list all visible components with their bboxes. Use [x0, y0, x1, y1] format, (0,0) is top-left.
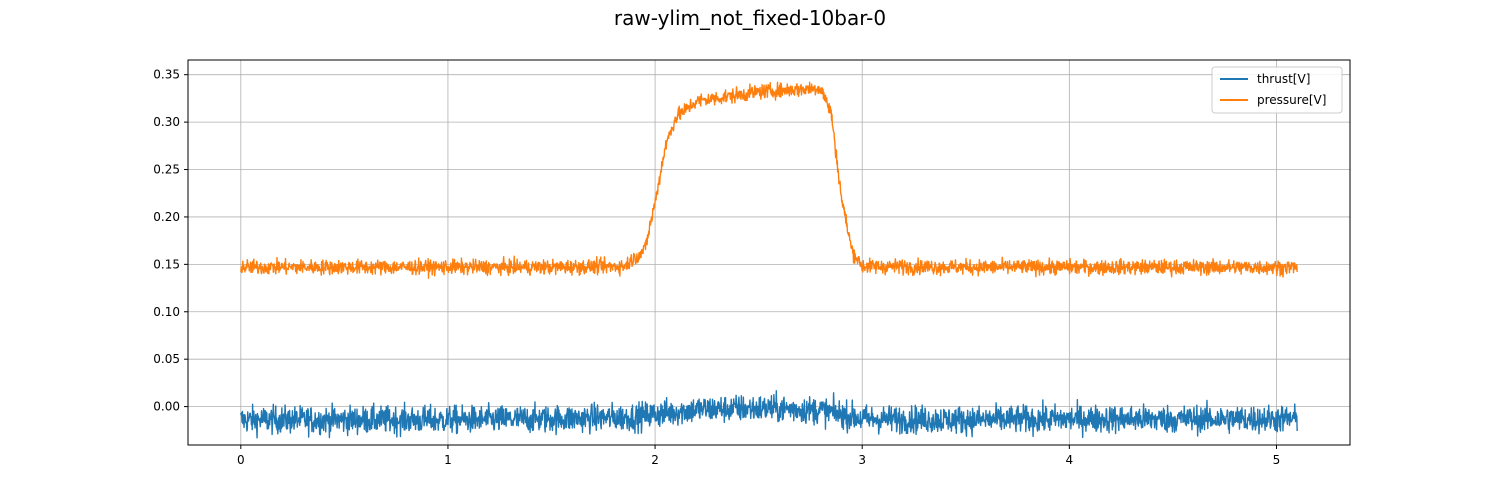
x-tick-label: 0 [237, 453, 245, 467]
series-line-pressure [240, 81, 1298, 279]
axes-frame [187, 59, 1351, 446]
y-tick-label: 0.00 [153, 400, 180, 414]
y-tick-label: 0.10 [153, 305, 180, 319]
legend-label: thrust[V] [1257, 72, 1310, 86]
legend: thrust[V] pressure[V] [1211, 66, 1343, 114]
x-tick-label: 5 [1273, 453, 1281, 467]
series-line-thrust [240, 390, 1298, 439]
x-tick-label: 1 [444, 453, 452, 467]
axis-ticks: 0 1 2 3 4 5 0.00 0.05 0.10 0.15 0.20 0.25 0.30 0.35 [153, 68, 1280, 467]
y-tick-label: 0.30 [153, 115, 180, 129]
x-tick-label: 2 [651, 453, 659, 467]
plot-area [240, 81, 1298, 439]
y-tick-label: 0.05 [153, 352, 180, 366]
grid-lines [188, 60, 1350, 445]
chart-title: raw-ylim_not_fixed-10bar-0 [613, 6, 887, 30]
y-tick-label: 0.20 [153, 210, 180, 224]
x-tick-label: 3 [858, 453, 866, 467]
legend-label: pressure[V] [1257, 93, 1326, 107]
y-tick-label: 0.15 [153, 257, 180, 271]
x-tick-label: 4 [1066, 453, 1074, 467]
y-tick-label: 0.35 [153, 68, 180, 82]
y-tick-label: 0.25 [153, 163, 180, 177]
